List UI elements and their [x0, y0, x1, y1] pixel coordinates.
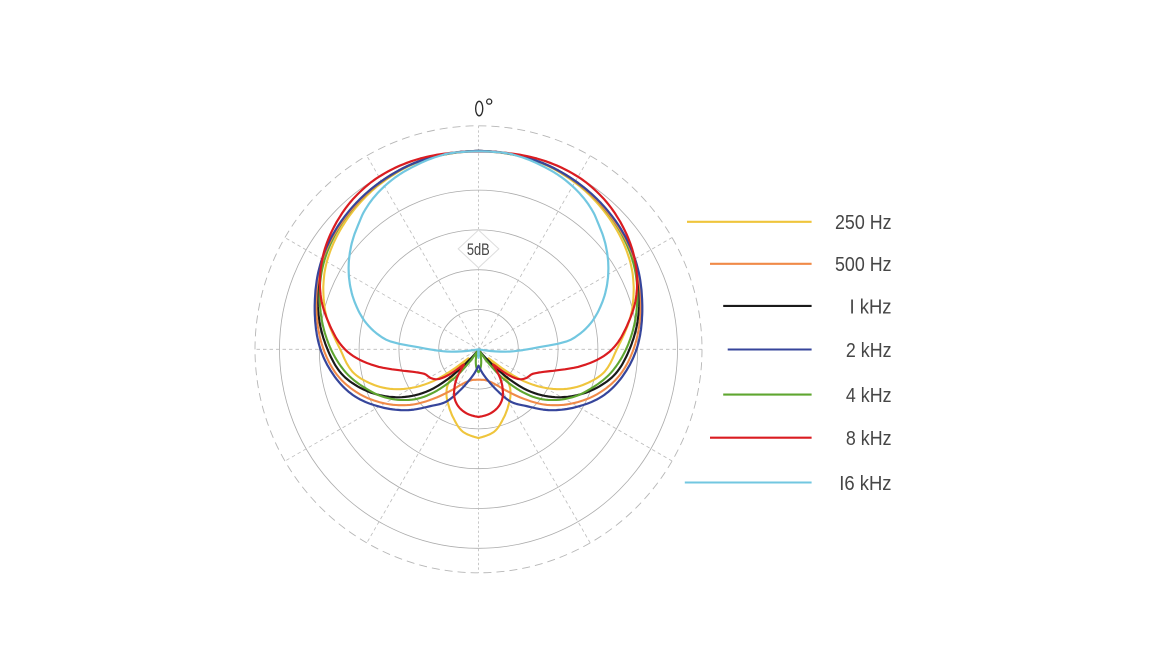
svg-text:4 kHz: 4 kHz	[846, 385, 892, 407]
svg-text:500 Hz: 500 Hz	[835, 254, 891, 276]
svg-text:8 kHz: 8 kHz	[846, 428, 892, 450]
svg-text:I kHz: I kHz	[849, 295, 891, 318]
svg-text:5dB: 5dB	[467, 241, 490, 259]
svg-text:I6 kHz: I6 kHz	[839, 472, 891, 495]
svg-text:250 Hz: 250 Hz	[835, 212, 891, 234]
svg-text:2 kHz: 2 kHz	[846, 340, 892, 362]
